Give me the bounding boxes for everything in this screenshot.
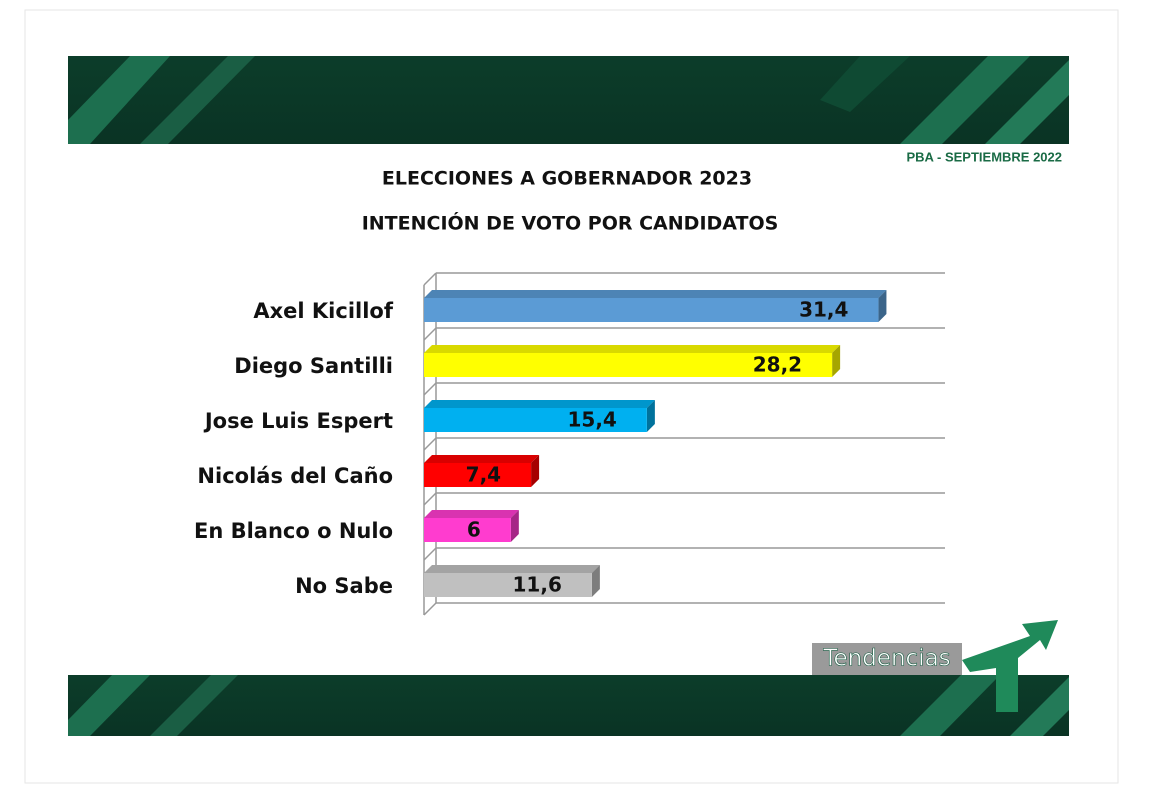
logo: Tendencias [812, 620, 1058, 712]
bar [424, 298, 879, 322]
category-label: No Sabe [295, 574, 393, 598]
category-label: En Blanco o Nulo [194, 519, 393, 543]
top-banner [68, 56, 1069, 144]
category-label: Jose Luis Espert [203, 409, 393, 433]
bar [424, 353, 833, 377]
value-label: 31,4 [799, 298, 848, 322]
bar-group [424, 345, 841, 377]
bar-top [424, 510, 519, 518]
row-divider [423, 492, 437, 506]
bar-side [531, 455, 540, 487]
row-divider [423, 437, 437, 451]
chart-title: ELECCIONES A GOBERNADOR 2023 [382, 168, 752, 190]
row-divider [423, 547, 437, 561]
bar-top [424, 455, 540, 463]
bar-top [424, 400, 655, 408]
value-label: 6 [467, 518, 481, 542]
bottom-banner [68, 675, 1069, 736]
chart-subtitle: INTENCIÓN DE VOTO POR CANDIDATOS [362, 211, 779, 235]
bar-side [878, 290, 887, 322]
bar [424, 408, 647, 432]
bar [424, 518, 511, 542]
row-divider [423, 272, 437, 286]
bar-top [424, 290, 887, 298]
bar-top [424, 345, 841, 353]
bar-group [424, 510, 519, 542]
bar-group [424, 565, 600, 597]
category-label: Diego Santilli [234, 354, 393, 378]
category-label: Nicolás del Caño [197, 464, 393, 488]
category-label: Axel Kicillof [253, 299, 393, 323]
bar [424, 463, 532, 487]
bar-side [591, 565, 600, 597]
date-label: PBA - SEPTIEMBRE 2022 [906, 149, 1062, 164]
row-divider [423, 602, 437, 616]
value-label: 15,4 [568, 408, 617, 432]
bar-side [510, 510, 519, 542]
bar-top [424, 565, 600, 573]
bar-group [424, 400, 655, 432]
value-label: 28,2 [753, 353, 802, 377]
row-divider [423, 382, 437, 396]
bar-side [646, 400, 655, 432]
bar-group [424, 455, 540, 487]
value-label: 7,4 [466, 463, 501, 487]
bar [424, 573, 592, 597]
plot: 31,4 Axel Kicillof 28,2 Diego Santilli 15,4 J… [194, 272, 945, 616]
row-divider [423, 327, 437, 341]
logo-text: Tendencias [822, 646, 950, 672]
bar-group [424, 290, 887, 322]
value-label: 11,6 [513, 573, 562, 597]
bar-side [832, 345, 841, 377]
